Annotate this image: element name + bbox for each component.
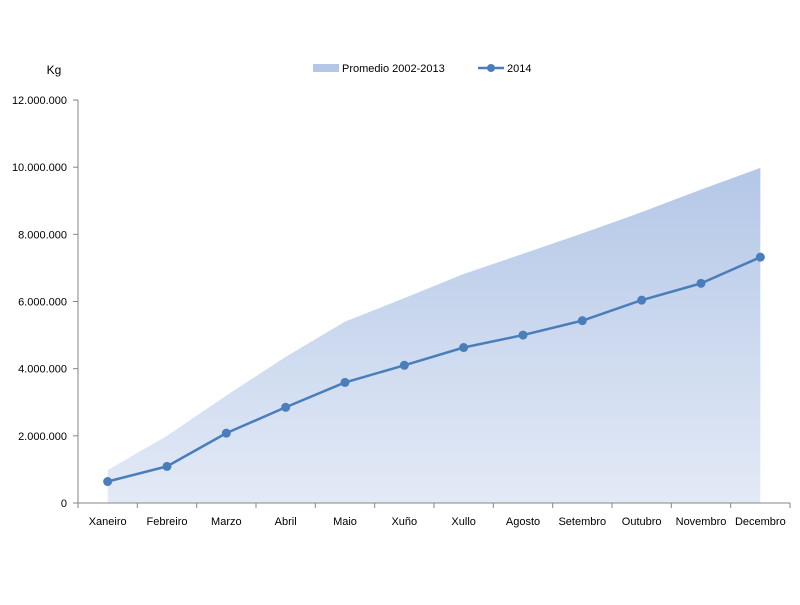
- area-series-promedio: [107, 167, 761, 504]
- y-tick-label: 8.000.000: [18, 229, 67, 241]
- data-point-2014: [459, 343, 469, 353]
- y-tick-label: 12.000.000: [12, 95, 67, 107]
- data-point-2014: [696, 278, 706, 288]
- x-tick-label: Agosto: [506, 516, 540, 528]
- x-tick-label: Novembro: [676, 516, 727, 528]
- x-tick-label: Marzo: [211, 516, 242, 528]
- legend: Promedio 2002-2013 2014: [313, 63, 531, 75]
- data-point-2014: [103, 477, 113, 487]
- y-tick-label: 2.000.000: [18, 431, 67, 443]
- axes-layer: 0 2.000.000 4.000.000 6.000.000 8.000.000 10.…: [12, 95, 791, 528]
- legend-label-2014: 2014: [507, 63, 531, 75]
- x-tick-label: Abril: [275, 516, 297, 528]
- x-tick-label: Maio: [333, 516, 357, 528]
- line-layer: [103, 252, 765, 487]
- y-tick-label: 6.000.000: [18, 297, 67, 309]
- data-point-2014: [399, 360, 409, 370]
- data-point-2014: [221, 428, 231, 438]
- data-point-2014: [518, 330, 528, 340]
- x-tick-label: Xuño: [391, 516, 417, 528]
- data-point-2014: [755, 252, 765, 262]
- data-point-2014: [281, 402, 291, 412]
- data-point-2014: [577, 316, 587, 326]
- data-point-2014: [162, 461, 172, 471]
- x-tick-label: Outubro: [622, 516, 662, 528]
- area-layer: [107, 167, 761, 504]
- y-tick-label: 0: [61, 498, 67, 510]
- x-tick-label: Setembro: [558, 516, 606, 528]
- y-tick-label: 10.000.000: [12, 162, 67, 174]
- legend-label-promedio: Promedio 2002-2013: [342, 63, 445, 75]
- data-point-2014: [637, 295, 647, 305]
- x-tick-label: Febreiro: [147, 516, 188, 528]
- legend-swatch-promedio: [313, 64, 339, 72]
- data-point-2014: [340, 377, 350, 387]
- legend-marker-2014: [487, 64, 495, 72]
- y-axis-label: Kg: [47, 63, 62, 77]
- y-tick-label: 4.000.000: [18, 364, 67, 376]
- x-tick-label: Decembro: [735, 516, 786, 528]
- x-tick-label: Xullo: [451, 516, 475, 528]
- x-tick-label: Xaneiro: [89, 516, 127, 528]
- line-series-2014: [107, 256, 761, 483]
